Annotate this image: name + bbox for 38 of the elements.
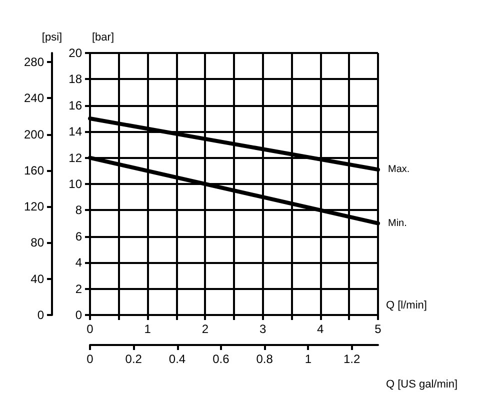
y-axis-title: [bar] [92,32,114,44]
y-tick-label: 4 [75,256,82,270]
y2-tick-label: 40 [30,272,44,286]
y-tick-label: 20 [68,46,82,60]
x2-tick-label: 0.6 [212,352,230,366]
x2-tick-label: 0 [86,352,94,366]
series-label: Min. [388,218,407,229]
x2-tick-label: 1 [304,352,312,366]
x2-tick-label: 0.2 [125,352,142,366]
y-tick-label: 12 [68,150,82,165]
y2-tick-label: 200 [24,127,44,142]
x-tick-label: 5 [374,322,382,336]
y2-tick-label: 0 [37,308,44,322]
x2-tick-label: 1.2 [343,352,360,366]
y-tick-label: 0 [75,308,82,322]
y-tick-label: 18 [68,72,82,86]
x2-tick-label: 0.8 [256,352,274,366]
y-tick-label: 10 [68,177,82,191]
x2-axis-title: Q [US gal/min] [386,378,458,390]
y-tick-label: 14 [68,124,82,139]
y-tick-label: 8 [75,203,82,218]
y2-tick-label: 120 [24,200,44,214]
x-tick-label: 4 [317,322,324,336]
y2-tick-label: 240 [24,91,44,106]
y-tick-label: 2 [75,282,82,296]
series-label: Max. [388,164,410,176]
y2-axis-title: [psi] [42,32,62,44]
x-tick-label: 0 [86,322,94,336]
y2-tick-label: 280 [24,55,44,70]
y2-tick-label: 160 [24,163,44,178]
x2-tick-label: 0.4 [168,352,186,366]
y-tick-label: 16 [68,98,82,112]
x-tick-label: 2 [202,322,209,336]
y2-tick-label: 80 [30,236,44,250]
x-tick-label: 3 [259,322,266,336]
x-axis-title: Q [l/min] [386,300,427,312]
x-tick-label: 1 [144,322,152,336]
y-tick-label: 6 [75,229,82,244]
